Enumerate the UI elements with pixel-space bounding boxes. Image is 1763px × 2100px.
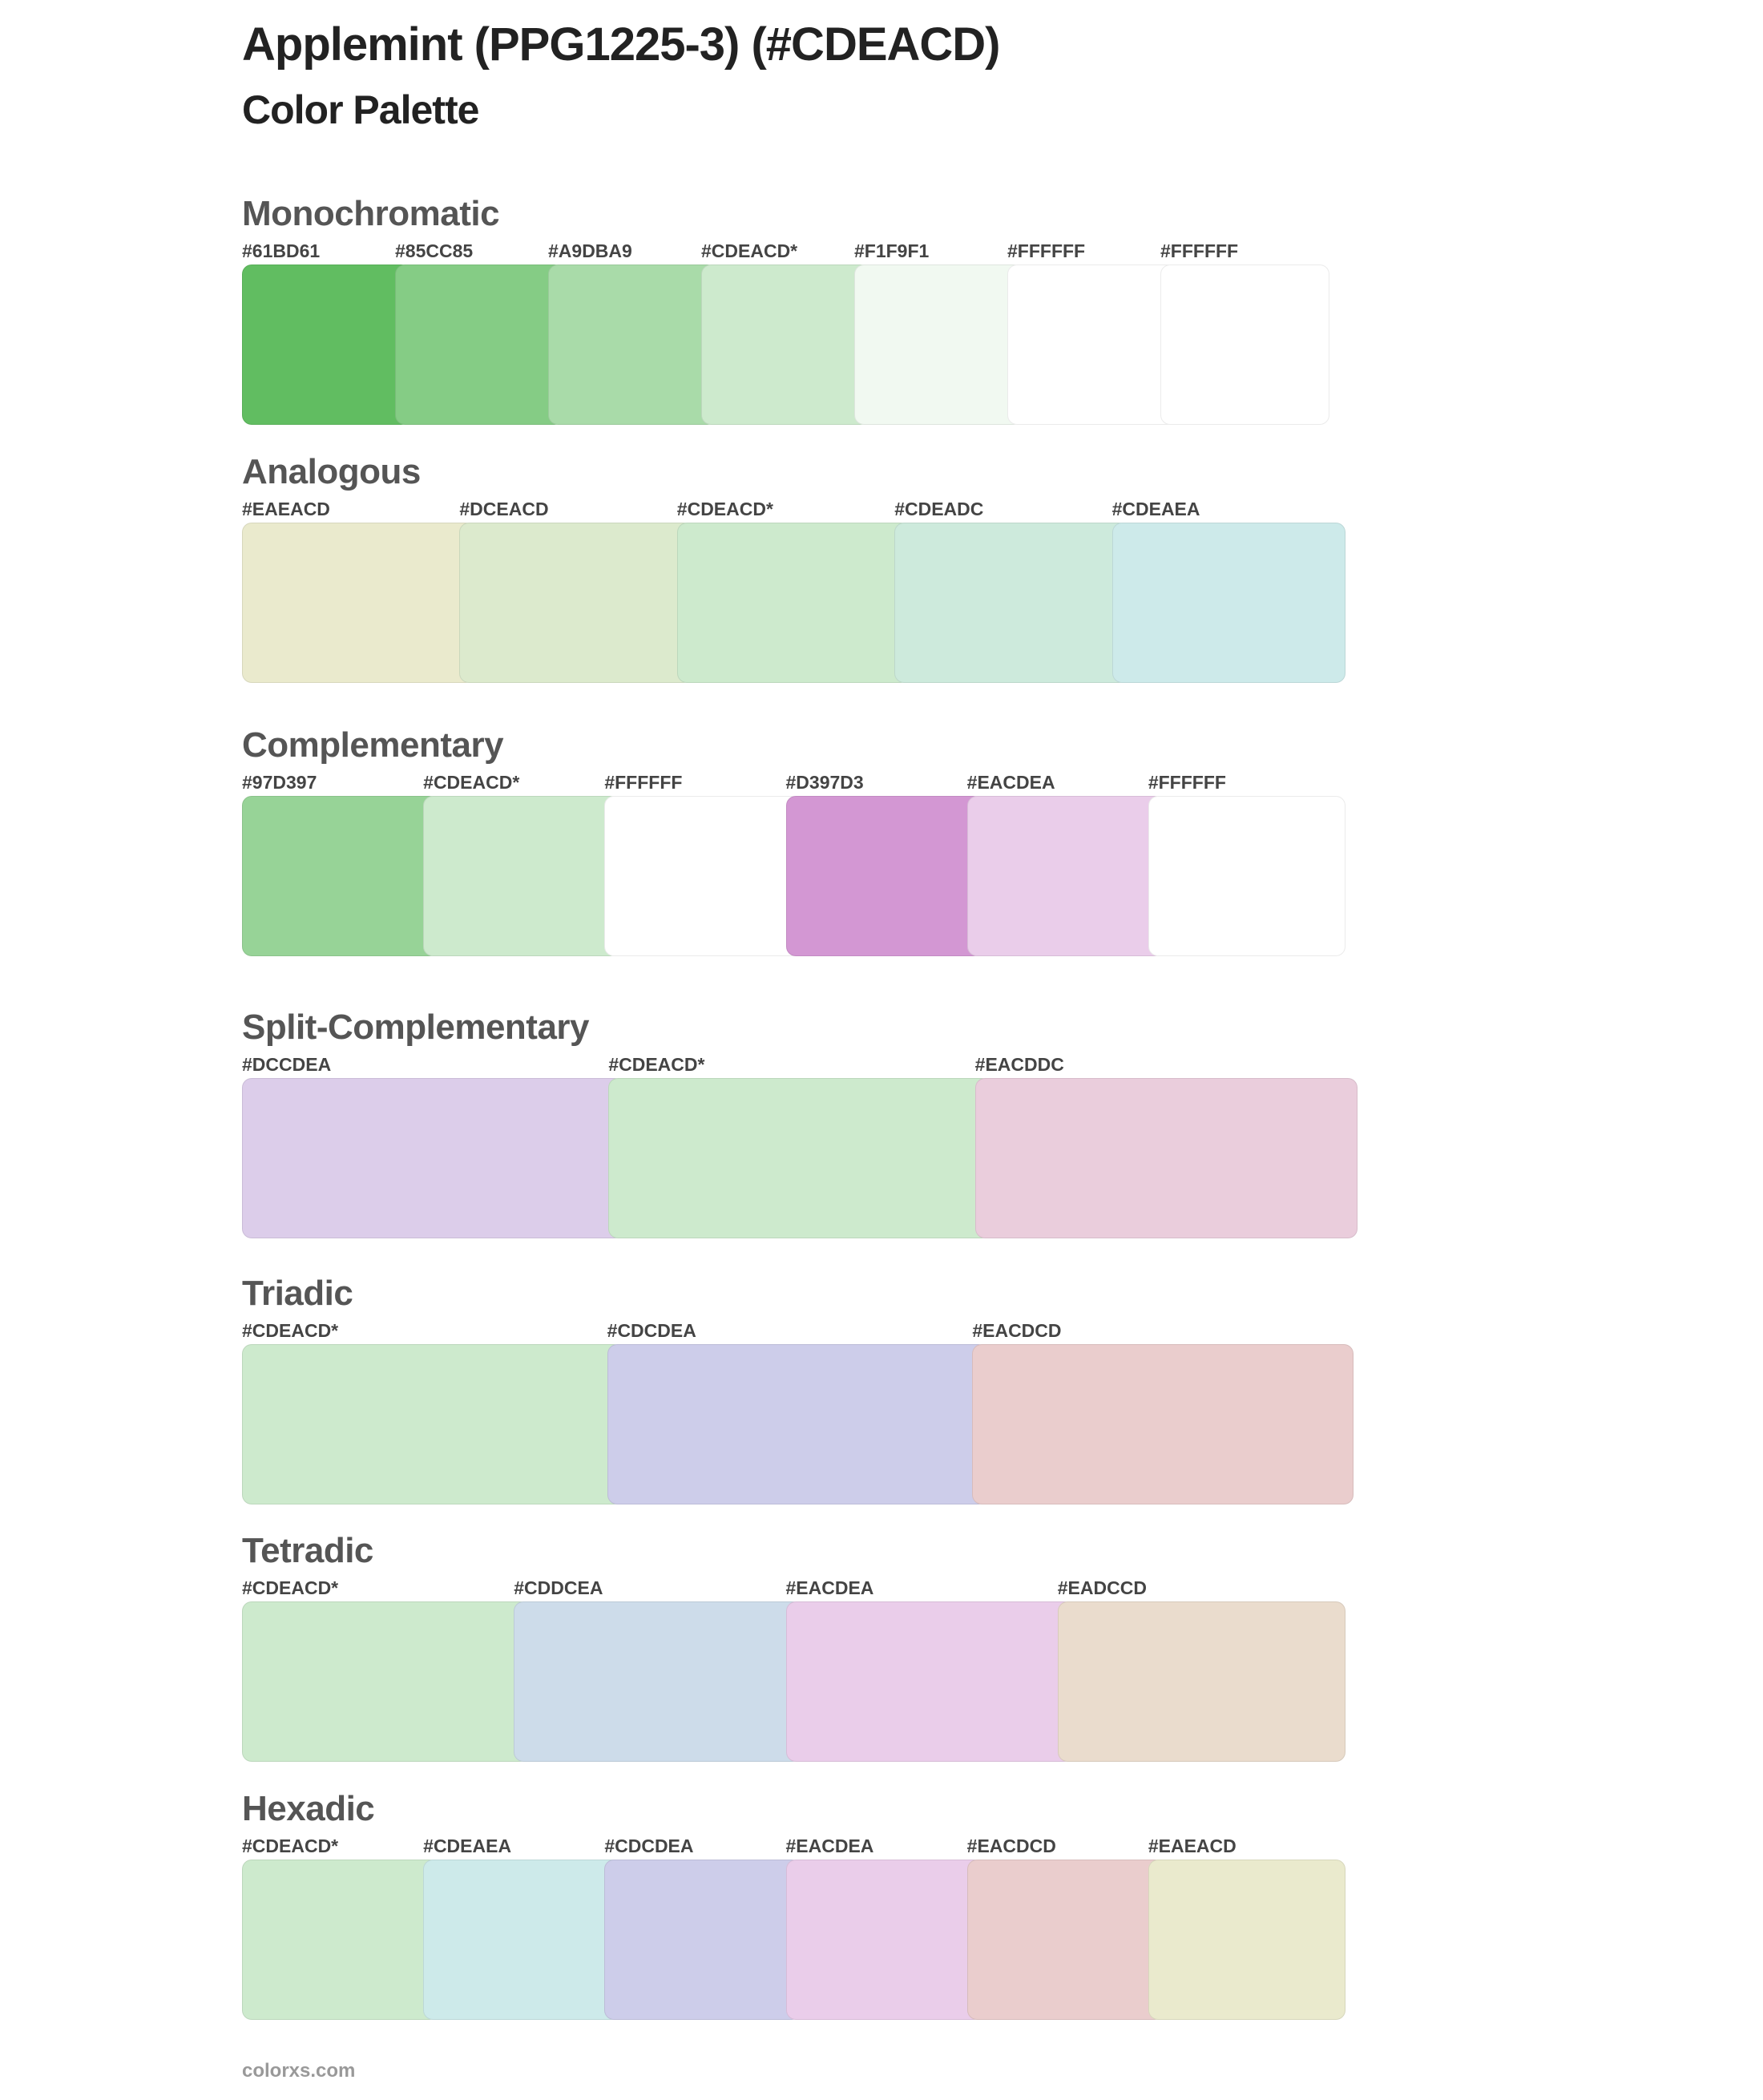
palette-section-split-complementary: Split-Complementary #DCCDEA #CDEACD* #EACDD…	[242, 1008, 1444, 1319]
swatch-label: #EACDDC	[974, 1054, 1064, 1075]
section-title: Hexadic	[242, 1789, 375, 1828]
color-swatch[interactable]	[242, 1601, 531, 1762]
section-title: Monochromatic	[242, 194, 500, 233]
palette-section-triadic: Triadic #CDEACD* #CDCDEA #EACDCD	[242, 1274, 1444, 1585]
color-swatch[interactable]	[242, 1344, 623, 1504]
color-swatch[interactable]	[972, 1344, 1354, 1504]
swatch-label: #CDEACD*	[701, 240, 798, 261]
palette-section-complementary: Complementary #97D397 #CDEACD* #FFFFFF #D397…	[242, 725, 1444, 1036]
palette-section-tetradic: Tetradic #CDEACD* #CDDCEA #EACDEA #EADCCD	[242, 1531, 1444, 1842]
swatch-label: #F1F9F1	[854, 240, 930, 261]
swatch-label: #FFFFFF	[1148, 772, 1226, 793]
swatch-label: #CDCDEA	[607, 1320, 696, 1341]
color-swatch[interactable]	[395, 265, 564, 425]
color-swatch[interactable]	[423, 1860, 621, 2020]
swatch-label: #DCEACD	[459, 499, 549, 519]
color-swatch[interactable]	[785, 796, 983, 956]
color-swatch[interactable]	[242, 265, 411, 425]
swatch-label: #CDEACD*	[242, 1320, 339, 1341]
color-swatch[interactable]	[423, 796, 621, 956]
color-swatch[interactable]	[514, 1601, 802, 1762]
palette-section-analogous: Analogous #EAEACD #DCEACD #CDEACD* #CDEADC #C…	[242, 452, 1444, 763]
swatch-label: #CDDCEA	[514, 1577, 603, 1598]
color-swatch[interactable]	[676, 523, 911, 683]
color-swatch[interactable]	[242, 1078, 625, 1238]
page-subtitle: Color Palette	[242, 87, 479, 132]
swatch-label: #CDEACD*	[608, 1054, 705, 1075]
swatch-label: #EACDEA	[785, 1577, 874, 1598]
color-swatch[interactable]	[607, 1344, 989, 1504]
swatch-label: #CDEACD*	[676, 499, 773, 519]
color-swatch[interactable]	[242, 796, 440, 956]
color-swatch[interactable]	[854, 265, 1023, 425]
color-swatch[interactable]	[785, 1860, 983, 2020]
palette-section-monochromatic: Monochromatic #61BD61 #85CC85 #A9DBA9 #CDEAC…	[242, 194, 1444, 505]
swatch-label: #CDEACD*	[242, 1835, 339, 1856]
color-swatch[interactable]	[1148, 1860, 1345, 2020]
swatch-label: #FFFFFF	[1007, 240, 1086, 261]
footer-site-link[interactable]: colorxs.com	[242, 2060, 356, 2082]
swatch-label: #CDCDEA	[604, 1835, 694, 1856]
swatch-label: #CDEAEA	[423, 1835, 512, 1856]
section-title: Analogous	[242, 452, 421, 491]
color-swatch[interactable]	[1057, 1601, 1345, 1762]
color-swatch[interactable]	[1111, 523, 1345, 683]
page-title: Applemint (PPG1225-3) (#CDEACD)	[242, 18, 1000, 71]
section-title: Complementary	[242, 725, 504, 765]
section-title: Tetradic	[242, 1531, 373, 1570]
swatch-label: #CDEACD*	[423, 772, 520, 793]
color-swatch[interactable]	[701, 265, 870, 425]
swatch-label: #A9DBA9	[548, 240, 632, 261]
color-swatch[interactable]	[242, 1860, 440, 2020]
swatch-label: #FFFFFF	[1160, 240, 1239, 261]
swatch-label: #EADCCD	[1057, 1577, 1147, 1598]
swatch-label: #85CC85	[395, 240, 474, 261]
swatch-label: #EAEACD	[1148, 1835, 1237, 1856]
swatch-label: #CDEACD*	[242, 1577, 339, 1598]
color-swatch[interactable]	[974, 1078, 1358, 1238]
section-title: Triadic	[242, 1274, 353, 1313]
color-swatch[interactable]	[1160, 265, 1329, 425]
section-title: Split-Complementary	[242, 1008, 590, 1047]
swatch-label: #EAEACD	[242, 499, 330, 519]
color-swatch[interactable]	[459, 523, 693, 683]
color-swatch[interactable]	[548, 265, 717, 425]
palette-section-hexadic: Hexadic #CDEACD* #CDEAEA #CDCDEA #EACDEA #EAC…	[242, 1789, 1444, 2100]
color-swatch[interactable]	[604, 1860, 802, 2020]
swatch-label: #CDEAEA	[1111, 499, 1200, 519]
swatch-label: #FFFFFF	[604, 772, 683, 793]
swatch-label: #61BD61	[242, 240, 321, 261]
swatch-label: #EACDCD	[972, 1320, 1062, 1341]
color-swatch[interactable]	[894, 523, 1128, 683]
swatch-label: #D397D3	[785, 772, 864, 793]
color-swatch[interactable]	[604, 796, 802, 956]
color-swatch[interactable]	[242, 523, 476, 683]
swatch-label: #DCCDEA	[242, 1054, 332, 1075]
swatch-label: #97D397	[242, 772, 317, 793]
color-swatch[interactable]	[966, 796, 1164, 956]
color-swatch[interactable]	[1007, 265, 1176, 425]
swatch-label: #EACDEA	[966, 772, 1055, 793]
color-swatch[interactable]	[785, 1601, 1074, 1762]
swatch-label: #EACDCD	[966, 1835, 1056, 1856]
swatch-label: #CDEADC	[894, 499, 984, 519]
color-swatch[interactable]	[1148, 796, 1345, 956]
color-swatch[interactable]	[608, 1078, 991, 1238]
swatch-label: #EACDEA	[785, 1835, 874, 1856]
color-swatch[interactable]	[966, 1860, 1164, 2020]
